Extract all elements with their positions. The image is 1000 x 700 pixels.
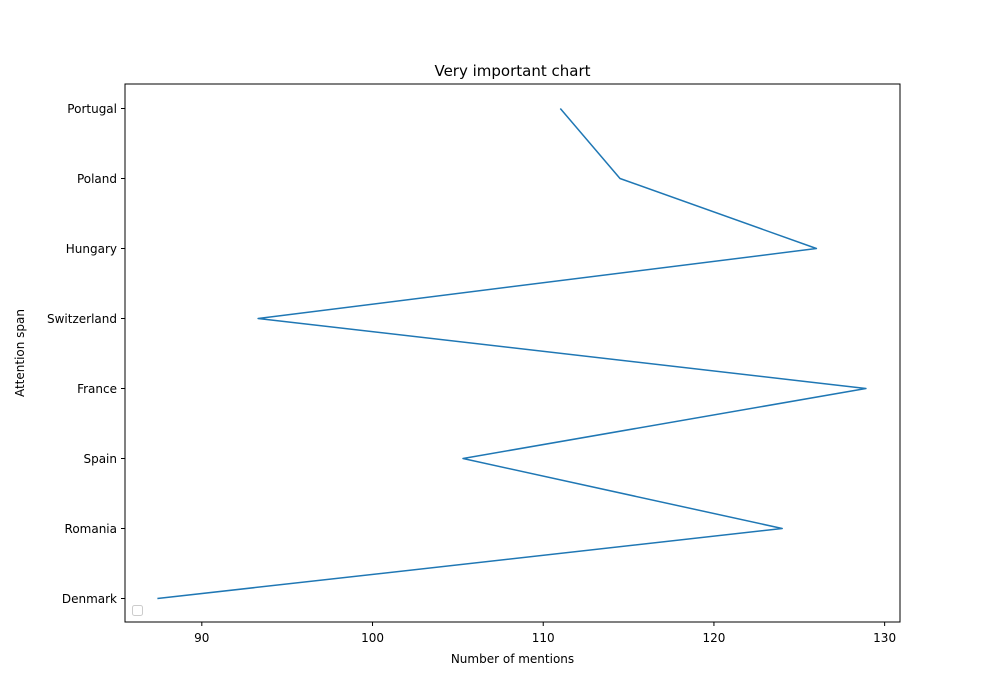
y-tick-label-france: France xyxy=(77,382,117,396)
y-tick-label-romania: Romania xyxy=(65,522,117,536)
chart-title: Very important chart xyxy=(434,62,590,80)
legend-box xyxy=(132,605,143,616)
y-axis-label: Attention span xyxy=(13,309,27,397)
y-tick-label-portugal: Portugal xyxy=(67,102,117,116)
x-tick-label: 110 xyxy=(532,631,555,645)
x-tick-label: 100 xyxy=(361,631,384,645)
x-tick-label: 120 xyxy=(702,631,725,645)
y-tick-label-poland: Poland xyxy=(77,172,117,186)
y-tick-label-denmark: Denmark xyxy=(62,592,117,606)
series-line xyxy=(157,108,867,600)
x-axis-label: Number of mentions xyxy=(451,652,574,666)
y-tick-label-switzerland: Switzerland xyxy=(47,312,117,326)
y-tick-label-hungary: Hungary xyxy=(66,242,117,256)
y-tick-label-spain: Spain xyxy=(83,452,117,466)
x-tick-label: 130 xyxy=(873,631,896,645)
x-tick-label: 90 xyxy=(194,631,209,645)
plot-frame xyxy=(124,83,901,623)
